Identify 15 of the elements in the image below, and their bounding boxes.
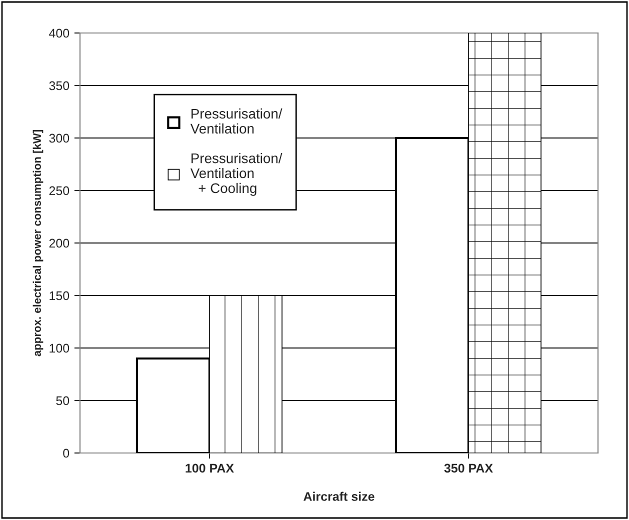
y-tick-label: 100 [50,344,70,353]
legend-label: Pressurisation/ Ventilation + Cooling [190,153,282,196]
x-tick-label: 100 PAX [186,464,234,473]
y-tick-label: 150 [50,291,70,300]
x-tick-label: 350 PAX [444,464,493,473]
x-axis-title: Aircraft size [304,492,374,501]
y-tick-label: 300 [49,134,70,143]
y-tick-label: 200 [49,238,70,248]
y-tick-label: 400 [49,28,70,38]
y-tick-label: 50 [56,396,70,406]
y-axis-title: approx. electrical power consumption [kW] [32,130,44,356]
y-tick-label: 350 [49,81,70,90]
legend-label: Pressurisation/ Ventilation [190,108,282,134]
y-tick-label: 250 [49,186,70,196]
y-tick-label: 0 [63,448,70,458]
